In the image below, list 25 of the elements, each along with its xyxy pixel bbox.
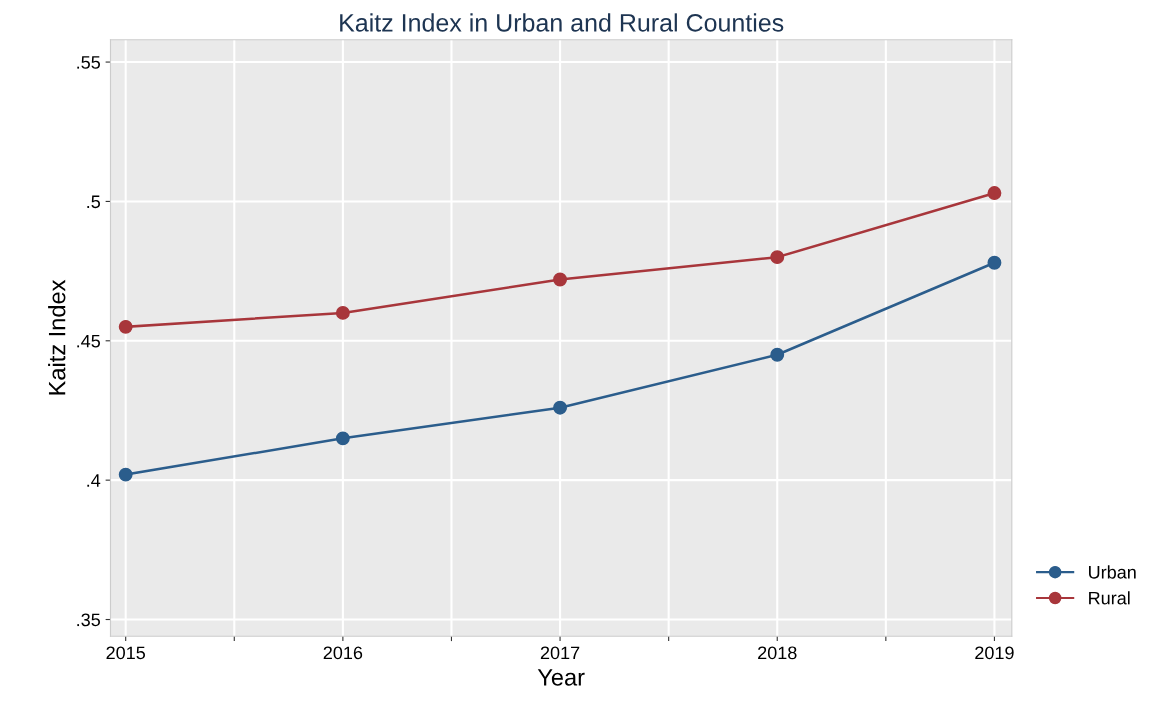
point	[118, 319, 133, 334]
x-tick-label: 2019	[975, 646, 1014, 660]
x-tick-label: 2015	[106, 646, 146, 660]
y-tick-label: .5	[87, 195, 101, 209]
y-tick-label: .55	[77, 56, 101, 69]
y-tick-label: .35	[77, 613, 101, 627]
y-axis-title: Kaitz Index	[48, 279, 66, 395]
point	[553, 272, 568, 287]
chart-title: Kaitz Index in Urban and Rural Counties	[340, 13, 784, 32]
point	[987, 186, 1002, 201]
point	[553, 400, 568, 415]
x-tick-label: 2018	[758, 646, 797, 660]
legend-label: Rural	[1089, 591, 1130, 605]
point	[335, 431, 350, 446]
x-tick-label: 2016	[323, 646, 363, 660]
x-tick-label: 2017	[540, 646, 580, 660]
point	[335, 305, 350, 320]
legend-label: Urban	[1089, 565, 1136, 579]
y-tick-label: .45	[77, 334, 101, 348]
point	[987, 255, 1002, 270]
x-axis-title: Year	[537, 669, 585, 686]
y-tick-label: .4	[87, 474, 101, 487]
point	[770, 347, 785, 362]
point	[770, 250, 785, 265]
point	[118, 467, 133, 482]
